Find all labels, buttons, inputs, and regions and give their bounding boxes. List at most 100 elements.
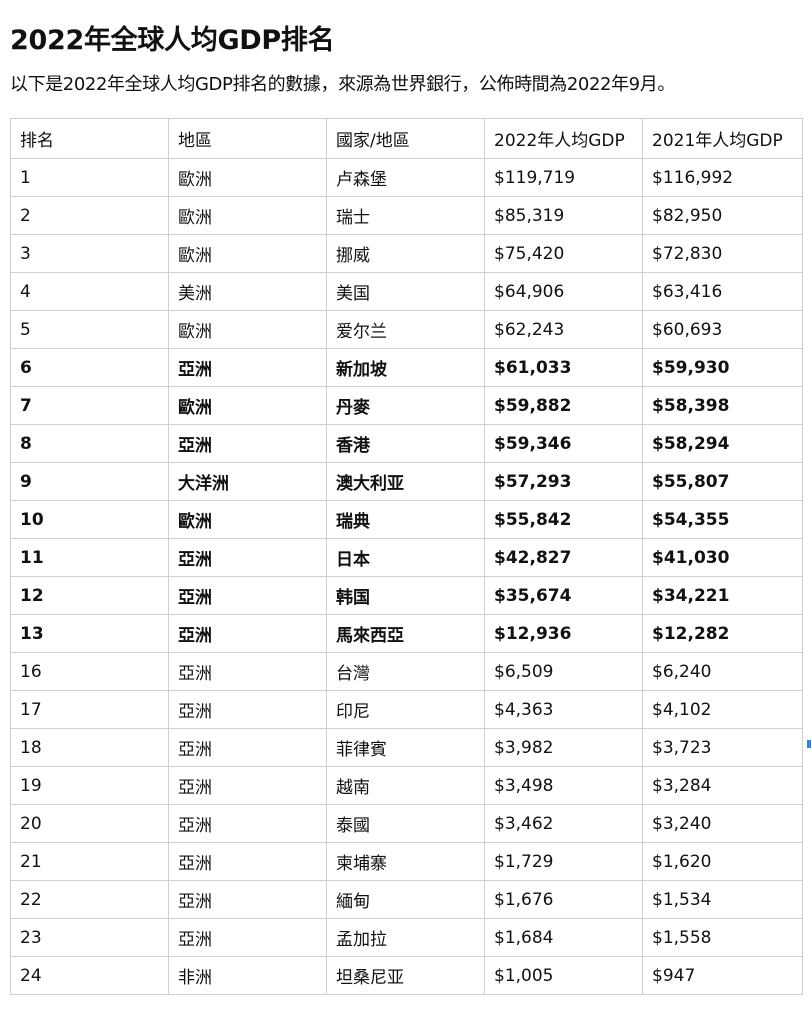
cell-gdp-2021: $1,558 bbox=[642, 918, 803, 957]
cell-country: 瑞典 bbox=[326, 500, 485, 539]
cell-gdp-2021: $3,723 bbox=[642, 728, 803, 767]
cell-gdp-2021: $63,416 bbox=[642, 272, 803, 311]
cell-rank: 10 bbox=[10, 500, 169, 539]
cell-gdp-2021: $58,294 bbox=[642, 424, 803, 463]
cell-gdp-2021: $58,398 bbox=[642, 386, 803, 425]
cell-region: 亞洲 bbox=[168, 918, 327, 957]
cell-gdp-2021: $82,950 bbox=[642, 196, 803, 235]
cell-region: 亞洲 bbox=[168, 424, 327, 463]
cell-region: 亞洲 bbox=[168, 614, 327, 653]
cell-country: 新加坡 bbox=[326, 348, 485, 387]
cell-gdp-2022: $35,674 bbox=[484, 576, 643, 615]
cell-country: 澳大利亚 bbox=[326, 462, 485, 501]
cell-region: 歐洲 bbox=[168, 234, 327, 273]
table-row: 5 歐洲 爱尔兰 $62,243 $60,693 bbox=[10, 310, 803, 349]
cell-gdp-2021: $116,992 bbox=[642, 158, 803, 197]
cell-gdp-2022: $59,346 bbox=[484, 424, 643, 463]
table-row: 16 亞洲 台灣 $6,509 $6,240 bbox=[10, 652, 803, 691]
cell-gdp-2021: $1,620 bbox=[642, 842, 803, 881]
header-gdp-2021: 2021年人均GDP bbox=[642, 118, 803, 159]
table-row: 17 亞洲 印尼 $4,363 $4,102 bbox=[10, 690, 803, 729]
table-row: 20 亞洲 泰國 $3,462 $3,240 bbox=[10, 804, 803, 843]
cell-region: 亞洲 bbox=[168, 842, 327, 881]
cell-gdp-2021: $72,830 bbox=[642, 234, 803, 273]
cell-gdp-2022: $57,293 bbox=[484, 462, 643, 501]
cell-country: 印尼 bbox=[326, 690, 485, 729]
cell-gdp-2022: $64,906 bbox=[484, 272, 643, 311]
table-row: 24 非洲 坦桑尼亚 $1,005 $947 bbox=[10, 956, 803, 995]
table-row: 3 歐洲 挪威 $75,420 $72,830 bbox=[10, 234, 803, 273]
cell-region: 非洲 bbox=[168, 956, 327, 995]
cell-gdp-2022: $1,676 bbox=[484, 880, 643, 919]
cell-rank: 6 bbox=[10, 348, 169, 387]
cell-gdp-2021: $6,240 bbox=[642, 652, 803, 691]
table-row: 18 亞洲 菲律賓 $3,982 $3,723 bbox=[10, 728, 803, 767]
cell-region: 歐洲 bbox=[168, 158, 327, 197]
table-row: 2 歐洲 瑞士 $85,319 $82,950 bbox=[10, 196, 803, 235]
cell-rank: 4 bbox=[10, 272, 169, 311]
cell-gdp-2021: $12,282 bbox=[642, 614, 803, 653]
cell-gdp-2021: $55,807 bbox=[642, 462, 803, 501]
cell-rank: 1 bbox=[10, 158, 169, 197]
cell-gdp-2021: $1,534 bbox=[642, 880, 803, 919]
cell-gdp-2021: $3,240 bbox=[642, 804, 803, 843]
table-row: 1 歐洲 卢森堡 $119,719 $116,992 bbox=[10, 158, 803, 197]
cell-region: 亞洲 bbox=[168, 690, 327, 729]
table-row: 6 亞洲 新加坡 $61,033 $59,930 bbox=[10, 348, 803, 387]
cell-rank: 17 bbox=[10, 690, 169, 729]
cell-country: 孟加拉 bbox=[326, 918, 485, 957]
cell-gdp-2022: $75,420 bbox=[484, 234, 643, 273]
cell-rank: 3 bbox=[10, 234, 169, 273]
cell-gdp-2022: $119,719 bbox=[484, 158, 643, 197]
cell-country: 菲律賓 bbox=[326, 728, 485, 767]
cell-gdp-2022: $4,363 bbox=[484, 690, 643, 729]
cell-gdp-2021: $54,355 bbox=[642, 500, 803, 539]
cell-country: 爱尔兰 bbox=[326, 310, 485, 349]
table-row: 22 亞洲 緬甸 $1,676 $1,534 bbox=[10, 880, 803, 919]
cell-region: 亞洲 bbox=[168, 538, 327, 577]
table-row: 19 亞洲 越南 $3,498 $3,284 bbox=[10, 766, 803, 805]
cell-gdp-2022: $55,842 bbox=[484, 500, 643, 539]
table-row: 9 大洋洲 澳大利亚 $57,293 $55,807 bbox=[10, 462, 803, 501]
cell-region: 亞洲 bbox=[168, 766, 327, 805]
cell-region: 歐洲 bbox=[168, 386, 327, 425]
cell-country: 瑞士 bbox=[326, 196, 485, 235]
header-region: 地區 bbox=[168, 118, 327, 159]
cell-gdp-2022: $1,005 bbox=[484, 956, 643, 995]
cell-region: 亞洲 bbox=[168, 348, 327, 387]
cell-gdp-2022: $85,319 bbox=[484, 196, 643, 235]
header-gdp-2022: 2022年人均GDP bbox=[484, 118, 643, 159]
table-row: 4 美洲 美国 $64,906 $63,416 bbox=[10, 272, 803, 311]
cell-country: 馬來西亞 bbox=[326, 614, 485, 653]
table-row: 12 亞洲 韩国 $35,674 $34,221 bbox=[10, 576, 803, 615]
cell-country: 卢森堡 bbox=[326, 158, 485, 197]
cell-rank: 13 bbox=[10, 614, 169, 653]
cell-country: 香港 bbox=[326, 424, 485, 463]
cell-country: 柬埔寨 bbox=[326, 842, 485, 881]
cell-gdp-2022: $62,243 bbox=[484, 310, 643, 349]
page-title: 2022年全球人均GDP排名 bbox=[10, 25, 335, 56]
cell-gdp-2022: $1,729 bbox=[484, 842, 643, 881]
cell-region: 歐洲 bbox=[168, 310, 327, 349]
cell-region: 美洲 bbox=[168, 272, 327, 311]
table-header-row: 排名 地區 國家/地區 2022年人均GDP 2021年人均GDP bbox=[10, 118, 803, 159]
cell-region: 歐洲 bbox=[168, 500, 327, 539]
cell-region: 歐洲 bbox=[168, 196, 327, 235]
cell-rank: 18 bbox=[10, 728, 169, 767]
cell-rank: 20 bbox=[10, 804, 169, 843]
cell-gdp-2022: $59,882 bbox=[484, 386, 643, 425]
cell-rank: 16 bbox=[10, 652, 169, 691]
cell-gdp-2022: $3,498 bbox=[484, 766, 643, 805]
cell-country: 緬甸 bbox=[326, 880, 485, 919]
cell-gdp-2022: $61,033 bbox=[484, 348, 643, 387]
header-rank: 排名 bbox=[10, 118, 169, 159]
cell-rank: 21 bbox=[10, 842, 169, 881]
cell-rank: 22 bbox=[10, 880, 169, 919]
cell-gdp-2021: $3,284 bbox=[642, 766, 803, 805]
intro-text: 以下是2022年全球人均GDP排名的數據，來源為世界銀行，公佈時間為2022年9… bbox=[10, 74, 675, 95]
cell-gdp-2022: $3,462 bbox=[484, 804, 643, 843]
cell-gdp-2022: $3,982 bbox=[484, 728, 643, 767]
cell-country: 挪威 bbox=[326, 234, 485, 273]
table-row: 7 歐洲 丹麥 $59,882 $58,398 bbox=[10, 386, 803, 425]
cell-rank: 11 bbox=[10, 538, 169, 577]
